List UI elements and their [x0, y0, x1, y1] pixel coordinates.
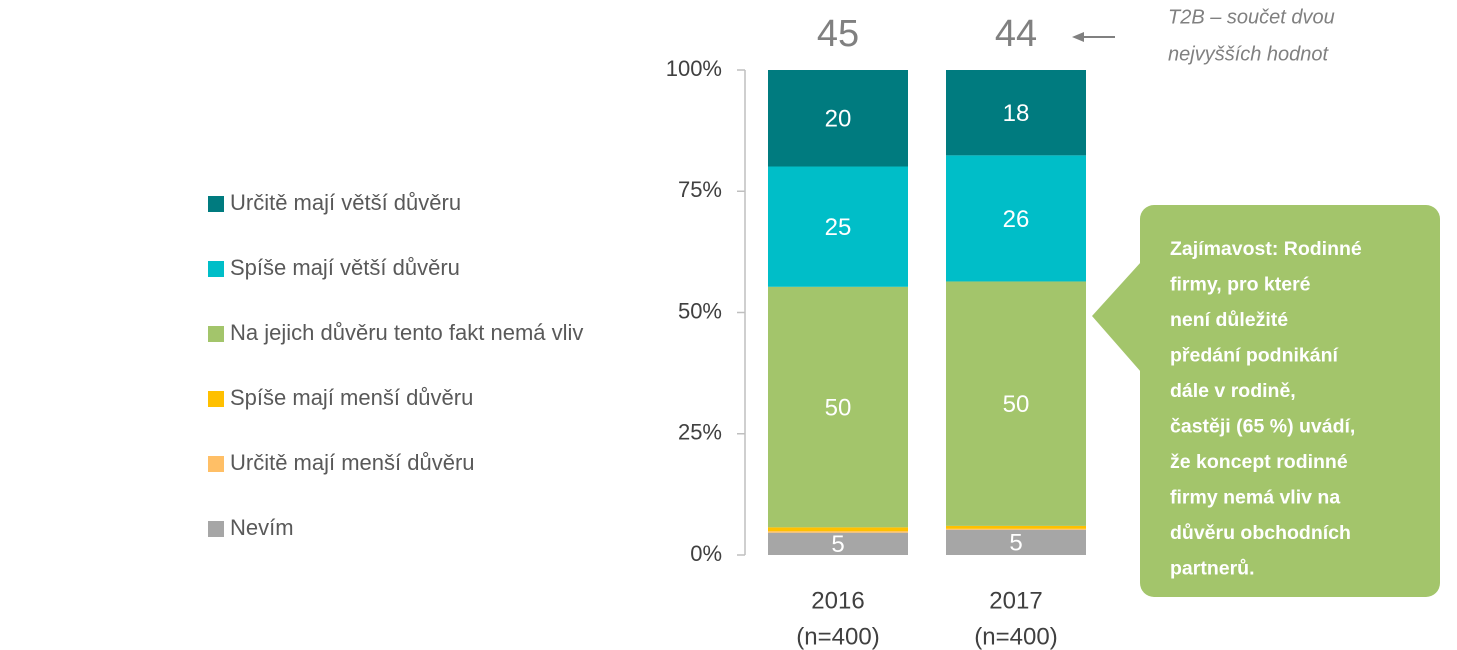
y-tick-label: 0%	[690, 541, 722, 566]
bar-segment	[946, 155, 1086, 282]
bar-segment	[946, 528, 1086, 530]
bar-segment	[768, 70, 908, 167]
callout-text: firmy nemá vliv na	[1170, 487, 1340, 509]
legend-label: Spíše mají větší důvěru	[230, 255, 460, 280]
callout-text: dále v rodině,	[1170, 380, 1296, 402]
data-label: 25	[825, 214, 852, 241]
annotation: T2B – součet dvou	[1168, 6, 1335, 28]
callout-text: není důležité	[1170, 309, 1288, 331]
data-label: 50	[825, 394, 852, 421]
bar-segment	[768, 531, 908, 533]
legend-label: Na jejich důvěru tento fakt nemá vliv	[230, 320, 583, 345]
y-tick-label: 50%	[678, 298, 722, 323]
data-label: 18	[1003, 100, 1030, 127]
bar-segment	[946, 281, 1086, 526]
callout-text: Zajímavost: Rodinné	[1170, 238, 1362, 260]
data-label: 26	[1003, 206, 1030, 233]
callout-text: častěji (65 %) uvádí,	[1170, 416, 1355, 438]
bar-segment	[946, 529, 1086, 555]
bar-segment	[768, 286, 908, 528]
legend-swatch	[208, 326, 224, 342]
data-label: 20	[825, 106, 852, 133]
bar-segment	[946, 525, 1086, 529]
legend-label: Určitě mají větší důvěru	[230, 190, 461, 215]
legend-label: Nevím	[230, 515, 294, 540]
legend-swatch	[208, 261, 224, 277]
callout-text: předání podnikání	[1170, 345, 1339, 367]
y-tick-label: 100%	[666, 56, 722, 81]
legend-label: Spíše mají menší důvěru	[230, 385, 473, 410]
data-label: 5	[831, 531, 844, 558]
callout-text: že koncept rodinné	[1170, 451, 1348, 473]
legend-label: Určitě mají menší důvěru	[230, 450, 475, 475]
callout-text: firmy, pro které	[1170, 274, 1311, 296]
callout-box	[1140, 205, 1440, 597]
data-label: 50	[1003, 391, 1030, 418]
callout-text: partnerů.	[1170, 558, 1255, 580]
bar-segment	[768, 532, 908, 555]
x-tick-label: 2017	[989, 587, 1042, 614]
annotation: nejvyšších hodnot	[1168, 43, 1330, 65]
y-tick-label: 75%	[678, 177, 722, 202]
callout-pointer	[1092, 262, 1141, 372]
x-tick-label: 2016	[811, 587, 864, 614]
y-tick-label: 25%	[678, 420, 722, 445]
total-label: 44	[995, 13, 1037, 55]
bar-segment	[946, 70, 1086, 156]
x-tick-sublabel: (n=400)	[796, 623, 879, 650]
data-label: 5	[1009, 530, 1022, 557]
legend-swatch	[208, 456, 224, 472]
bar-segment	[768, 527, 908, 532]
legend-swatch	[208, 521, 224, 537]
bar-segment	[768, 166, 908, 287]
callout-text: důvěru obchodních	[1170, 522, 1351, 544]
legend-swatch	[208, 391, 224, 407]
legend-swatch	[208, 196, 224, 212]
arrow-head	[1072, 32, 1084, 42]
total-label: 45	[817, 13, 859, 55]
x-tick-sublabel: (n=400)	[974, 623, 1057, 650]
